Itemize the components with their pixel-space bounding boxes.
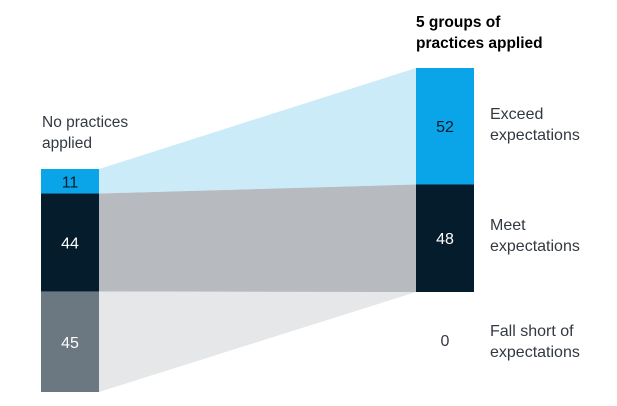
value-label-right-meet-expectations: 48 (436, 231, 454, 248)
connector-bands (99, 68, 416, 392)
series-label-exceed-line-1: Exceed (490, 106, 543, 123)
value-label-left-meet-expectations: 44 (61, 236, 79, 253)
value-label-left-fall-short-of-expectations: 45 (61, 335, 79, 352)
value-label-left-exceed-expectations: 11 (62, 174, 79, 191)
bars (41, 68, 474, 392)
band-meet-expectations (99, 184, 416, 292)
series-label-meet: Meet expectations (490, 217, 580, 255)
series-label-exceed: Exceed expectations (490, 106, 580, 144)
value-labels: 11 44 45 52 48 0 (61, 119, 454, 352)
bar-left-exceed-expectations (41, 169, 99, 194)
right-column-label: 5 groups of practices applied (416, 14, 543, 52)
series-label-meet-line-1: Meet (490, 217, 526, 234)
band-exceed-expectations (99, 68, 416, 194)
right-column-label-line-1: 5 groups of (416, 14, 501, 31)
bar-left-fall-short-of-expectations (41, 291, 99, 392)
left-column-label: No practices applied (42, 114, 132, 152)
left-column-label-line-2: applied (42, 135, 92, 152)
right-column-label-line-2: practices applied (416, 35, 543, 52)
value-label-right-exceed-expectations: 52 (436, 119, 454, 136)
bar-right-meet-expectations (416, 184, 474, 292)
series-label-fall-short-line-1: Fall short of (490, 323, 574, 340)
series-label-meet-line-2: expectations (490, 238, 580, 255)
value-label-right-fall-short-of-expectations: 0 (441, 333, 450, 350)
series-label-fall-short-line-2: expectations (490, 344, 580, 361)
series-label-exceed-line-2: expectations (490, 127, 580, 144)
left-column-label-line-1: No practices (42, 114, 128, 131)
band-fall-short-of-expectations (99, 291, 416, 392)
series-label-fall-short: Fall short of expectations (490, 323, 580, 361)
bar-right-exceed-expectations (416, 68, 474, 185)
bar-left-meet-expectations (41, 193, 99, 292)
